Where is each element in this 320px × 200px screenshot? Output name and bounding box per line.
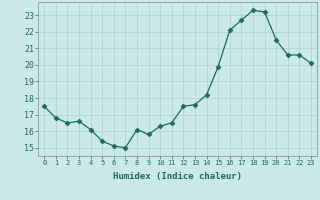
X-axis label: Humidex (Indice chaleur): Humidex (Indice chaleur) (113, 172, 242, 181)
